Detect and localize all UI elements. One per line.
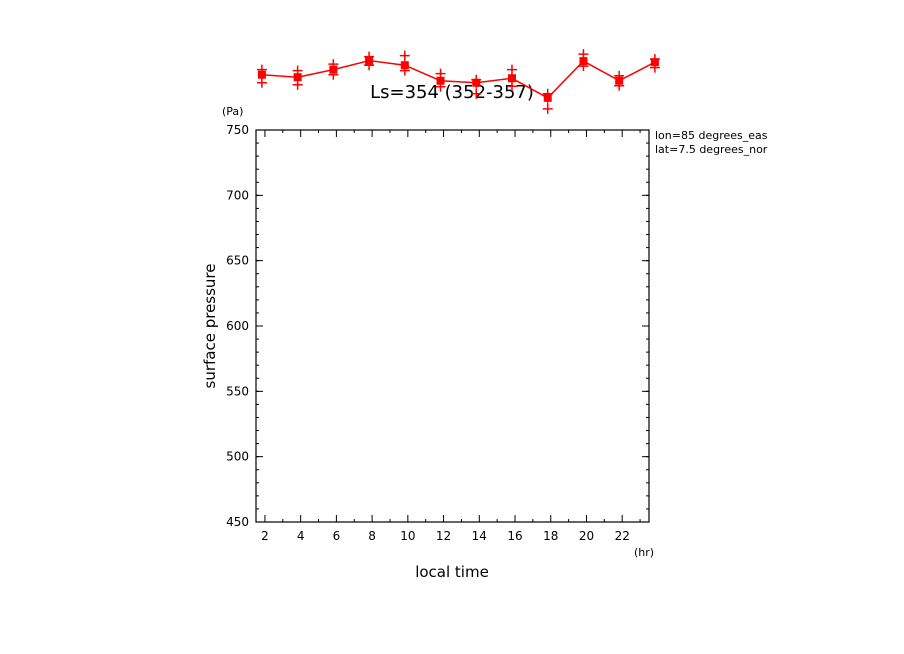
data-point bbox=[400, 61, 409, 70]
x-tick-label: 10 bbox=[400, 529, 415, 543]
y-tick-label: 500 bbox=[226, 450, 249, 464]
x-tick-label: 6 bbox=[333, 529, 341, 543]
data-point bbox=[365, 56, 374, 65]
x-axis-title: local time bbox=[415, 563, 489, 581]
data-point bbox=[507, 74, 516, 83]
data-point bbox=[293, 73, 302, 82]
info-lat: lat=7.5 degrees_nor bbox=[655, 143, 768, 156]
y-axis: 450 500 550 600 650 700 750 bbox=[226, 123, 649, 529]
y-tick-label: 700 bbox=[226, 188, 249, 202]
series-layer bbox=[256, 49, 660, 114]
x-tick-label: 12 bbox=[436, 529, 451, 543]
y-tick-label: 650 bbox=[226, 254, 249, 268]
marker-lower bbox=[542, 103, 553, 114]
x-tick-label: 2 bbox=[261, 529, 269, 543]
chart-title: Ls=354 (352-357) bbox=[370, 82, 534, 103]
marker-lower bbox=[471, 88, 482, 99]
marker-lower bbox=[292, 79, 303, 90]
y-tick-label: 450 bbox=[226, 515, 249, 529]
minor-ticks bbox=[256, 129, 649, 523]
data-point bbox=[472, 78, 481, 87]
x-tick-label: 8 bbox=[368, 529, 376, 543]
x-tick-label: 18 bbox=[543, 529, 558, 543]
series-line bbox=[261, 59, 656, 99]
y-axis-title: surface pressure bbox=[201, 264, 219, 389]
data-point bbox=[650, 58, 659, 67]
data-point bbox=[257, 70, 266, 79]
info-lon: lon=85 degrees_eas bbox=[655, 129, 768, 142]
marker-lower bbox=[506, 81, 517, 92]
plot-frame bbox=[255, 129, 650, 523]
x-tick-label: 22 bbox=[615, 529, 630, 543]
data-point bbox=[329, 65, 338, 74]
data-point bbox=[615, 76, 624, 85]
x-tick-label: 20 bbox=[579, 529, 594, 543]
marker-upper bbox=[399, 50, 410, 61]
x-axis: 2 4 6 8 10 12 14 16 18 20 22 bbox=[261, 130, 630, 543]
x-tick-label: 14 bbox=[472, 529, 487, 543]
y-tick-label: 550 bbox=[226, 384, 249, 398]
y-tick-label: 600 bbox=[226, 319, 249, 333]
x-tick-label: 16 bbox=[507, 529, 522, 543]
y-tick-label: 750 bbox=[226, 123, 249, 137]
data-point bbox=[579, 57, 588, 66]
marker-upper bbox=[506, 64, 517, 75]
y-unit-label: (Pa) bbox=[222, 105, 243, 118]
marker-lower bbox=[256, 77, 267, 88]
x-unit-label: (hr) bbox=[634, 546, 654, 559]
x-tick-label: 4 bbox=[297, 529, 305, 543]
data-point bbox=[543, 93, 552, 102]
data-point bbox=[436, 76, 445, 85]
